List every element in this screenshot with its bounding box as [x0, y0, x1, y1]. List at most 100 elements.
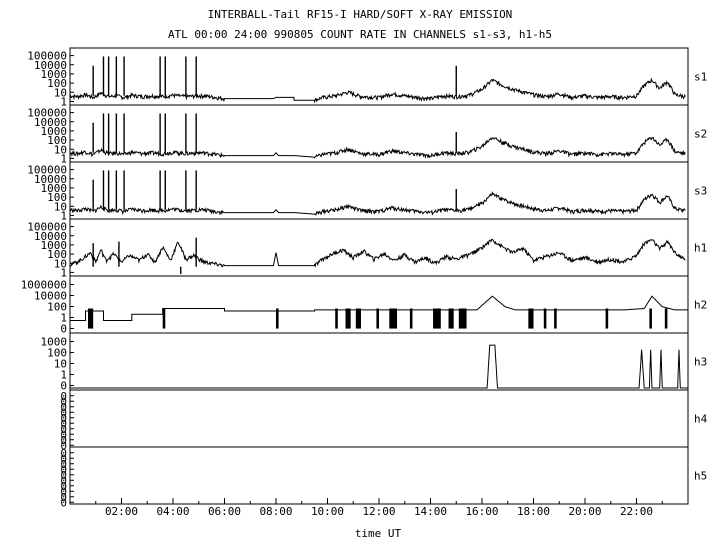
gap-mark [276, 308, 279, 329]
channel-label: s2 [694, 128, 707, 141]
y-tick-label: 0 [60, 380, 67, 393]
series-line-s3 [69, 191, 686, 216]
channel-label: h2 [694, 299, 707, 312]
channel-label: h5 [694, 470, 707, 483]
gap-mark [543, 308, 547, 329]
y-tick-label: 1 [60, 312, 67, 325]
y-tick-label: 0 [60, 496, 67, 509]
panel-frame [69, 446, 689, 505]
y-tick-label: 0 [60, 390, 67, 403]
gap-mark [664, 308, 668, 329]
x-tick-label: 10:00 [311, 505, 344, 518]
y-tick-label: 10 [54, 143, 67, 156]
x-tick-label: 04:00 [156, 505, 189, 518]
y-tick-label: 100 [47, 248, 67, 261]
gap-mark [433, 308, 441, 329]
y-tick-label: 0 [60, 401, 67, 414]
gap-mark [345, 308, 351, 329]
y-tick-label: 1 [60, 369, 67, 382]
y-tick-label: 10 [54, 358, 67, 371]
y-tick-label: 1000 [41, 68, 68, 81]
y-tick-label: 0 [60, 395, 67, 408]
gap-mark [458, 308, 467, 329]
gap-mark [448, 308, 454, 329]
panel-frame [69, 332, 689, 391]
panel-frame [69, 389, 689, 448]
x-tick-label: 14:00 [414, 505, 447, 518]
chart-subtitle: ATL 00:00 24:00 990805 COUNT RATE IN CHA… [167, 28, 553, 41]
y-tick-label: 0 [60, 423, 67, 436]
y-tick-label: 100 [47, 134, 67, 147]
y-tick-label: 10000 [34, 290, 67, 303]
series-line-h1 [69, 238, 686, 268]
y-tick-label: 0 [60, 439, 67, 452]
y-tick-label: 10000 [34, 116, 67, 129]
y-tick-label: 1 [60, 152, 67, 165]
x-tick-label: 06:00 [208, 505, 241, 518]
gap-mark [162, 308, 166, 329]
y-tick-label: 100 [47, 301, 67, 314]
gap-mark [409, 308, 413, 329]
channel-label: h1 [694, 242, 707, 255]
x-tick-label: 02:00 [105, 505, 138, 518]
y-tick-label: 1000 [41, 182, 68, 195]
x-tick-label: 20:00 [568, 505, 601, 518]
series-line-s2 [69, 136, 686, 160]
gap-mark [528, 308, 534, 329]
gap-mark [554, 308, 557, 329]
y-tick-label: 10 [54, 200, 67, 213]
y-tick-label: 0 [60, 485, 67, 498]
channel-label: h3 [694, 356, 707, 369]
gap-mark [88, 308, 94, 329]
y-tick-label: 10 [54, 257, 67, 270]
gap-mark [389, 308, 398, 329]
y-tick-label: 100000 [27, 221, 67, 234]
y-tick-label: 1 [60, 266, 67, 279]
x-tick-label: 18:00 [517, 505, 550, 518]
y-tick-label: 10000 [34, 173, 67, 186]
y-tick-label: 0 [60, 428, 67, 441]
y-tick-label: 0 [60, 452, 67, 465]
y-tick-label: 100 [47, 347, 67, 360]
y-tick-label: 10000 [34, 230, 67, 243]
y-tick-label: 100 [47, 191, 67, 204]
y-tick-label: 100000 [27, 164, 67, 177]
y-tick-label: 0 [60, 447, 67, 460]
y-tick-label: 1000 [41, 239, 68, 252]
y-tick-label: 1 [60, 95, 67, 108]
y-tick-label: 100000 [27, 107, 67, 120]
series-line-h3 [70, 344, 688, 389]
gap-mark [649, 308, 652, 329]
y-tick-label: 0 [60, 469, 67, 482]
gap-mark [376, 308, 379, 329]
series-line-s1 [69, 77, 686, 104]
gap-mark [605, 308, 609, 329]
panel-frame [69, 104, 689, 163]
x-tick-label: 16:00 [465, 505, 498, 518]
y-tick-label: 1000 [41, 125, 68, 138]
y-tick-label: 1 [60, 209, 67, 222]
x-axis-label: time UT [355, 527, 402, 540]
y-tick-label: 0 [60, 463, 67, 476]
y-tick-label: 0 [60, 458, 67, 471]
y-tick-label: 0 [60, 323, 67, 336]
channel-label: s3 [694, 185, 707, 198]
y-tick-label: 0 [60, 406, 67, 419]
chart-title: INTERBALL-Tail RF15-I HARD/SOFT X-RAY EM… [207, 8, 513, 21]
channel-label: h4 [694, 413, 708, 426]
channel-label: s1 [694, 71, 707, 84]
y-tick-label: 100000 [27, 50, 67, 63]
y-tick-label: 0 [60, 491, 67, 504]
y-tick-label: 0 [60, 412, 67, 425]
x-tick-label: 12:00 [362, 505, 395, 518]
x-tick-label: 22:00 [620, 505, 653, 518]
